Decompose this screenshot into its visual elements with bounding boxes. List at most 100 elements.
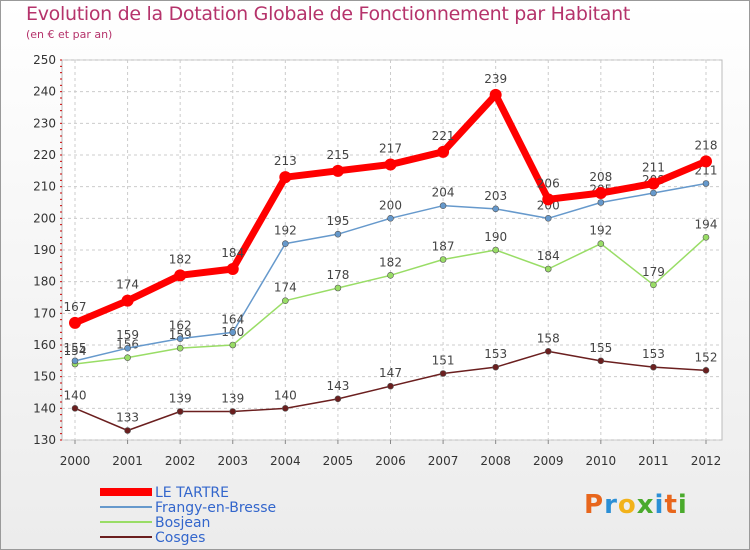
data-label: 164 xyxy=(221,312,244,326)
y-tick-label: 250 xyxy=(33,53,56,67)
data-point xyxy=(121,294,134,307)
data-point xyxy=(334,395,342,403)
legend-label: Frangy-en-Bresse xyxy=(155,500,276,516)
data-label: 178 xyxy=(326,268,349,282)
data-point xyxy=(71,357,79,365)
legend-label: Bosjean xyxy=(155,515,210,531)
data-point xyxy=(650,281,657,289)
data-label: 182 xyxy=(379,255,402,269)
data-label: 133 xyxy=(116,411,139,425)
data-point xyxy=(282,297,289,304)
data-label: 194 xyxy=(695,217,718,231)
y-tick-label: 240 xyxy=(33,85,56,99)
data-label: 153 xyxy=(642,347,665,361)
data-point xyxy=(437,145,450,158)
y-tick-label: 130 xyxy=(33,433,56,447)
legend-label: Cosges xyxy=(155,530,205,546)
data-label: 184 xyxy=(537,249,560,263)
data-point xyxy=(702,367,710,374)
data-point xyxy=(176,344,184,352)
data-label: 140 xyxy=(64,388,87,402)
x-tick-label: 2003 xyxy=(217,454,248,468)
data-label: 192 xyxy=(589,224,612,238)
data-point xyxy=(542,193,555,206)
y-tick-label: 170 xyxy=(33,306,56,320)
data-label: 221 xyxy=(432,129,455,143)
data-label: 195 xyxy=(326,214,349,228)
data-label: 139 xyxy=(169,392,192,406)
data-point xyxy=(229,329,237,336)
chart-title: Evolution de la Dotation Globale de Fonc… xyxy=(26,3,631,25)
data-label: 152 xyxy=(695,350,718,364)
logo-letter: x xyxy=(636,490,655,520)
data-label: 159 xyxy=(116,328,139,342)
data-point xyxy=(282,405,289,412)
x-tick-label: 2009 xyxy=(533,454,564,468)
logo-letter: i xyxy=(677,490,688,520)
data-point xyxy=(174,269,187,282)
y-tick-label: 160 xyxy=(33,338,56,352)
x-tick-label: 2001 xyxy=(112,454,143,468)
data-point xyxy=(544,215,552,222)
data-label: 156 xyxy=(116,338,139,352)
data-label: 217 xyxy=(379,142,402,156)
y-tick-label: 190 xyxy=(33,243,56,257)
data-point xyxy=(279,171,292,184)
data-point xyxy=(492,246,499,254)
x-tick-label: 2007 xyxy=(428,454,459,468)
data-label: 143 xyxy=(326,379,349,393)
data-point xyxy=(176,408,184,415)
data-label: 153 xyxy=(484,347,507,361)
data-label: 167 xyxy=(64,300,87,314)
data-point xyxy=(331,164,344,177)
data-point xyxy=(597,199,605,206)
y-tick-label: 140 xyxy=(33,401,56,415)
data-point xyxy=(647,177,660,190)
data-point xyxy=(124,427,131,434)
x-tick-label: 2005 xyxy=(323,454,354,468)
logo-letter: i xyxy=(654,490,665,520)
logo-letter: r xyxy=(604,490,618,520)
data-point xyxy=(439,202,447,209)
data-label: 204 xyxy=(432,186,455,200)
data-label: 203 xyxy=(484,189,507,203)
data-point xyxy=(492,363,499,371)
data-label: 158 xyxy=(537,331,560,345)
data-point xyxy=(492,205,499,213)
data-label: 182 xyxy=(169,252,192,266)
data-point xyxy=(702,234,710,241)
series-bosjean: 154156159160174178182187190184192179194 xyxy=(64,217,718,368)
x-tick-label: 2011 xyxy=(638,454,669,468)
data-point xyxy=(124,354,131,361)
data-point xyxy=(650,363,657,371)
data-point xyxy=(387,382,394,390)
data-point xyxy=(544,348,552,355)
data-point xyxy=(544,265,552,273)
data-point xyxy=(334,230,342,238)
logo-letter: t xyxy=(664,490,678,520)
data-point xyxy=(387,272,394,279)
data-point xyxy=(594,187,607,199)
data-label: 174 xyxy=(116,278,139,292)
data-point xyxy=(387,215,394,222)
data-label: 206 xyxy=(537,176,560,190)
data-point xyxy=(226,263,239,275)
data-label: 154 xyxy=(64,344,87,358)
data-label: 155 xyxy=(64,341,87,355)
data-label: 187 xyxy=(432,240,455,254)
y-tick-label: 210 xyxy=(33,180,56,194)
data-label: 218 xyxy=(695,138,718,152)
data-label: 211 xyxy=(642,161,665,175)
data-label: 184 xyxy=(221,246,244,260)
x-tick-label: 2004 xyxy=(270,454,301,468)
data-point xyxy=(597,240,605,247)
data-point xyxy=(229,408,237,415)
y-tick-label: 220 xyxy=(33,148,56,162)
data-label: 162 xyxy=(169,319,192,333)
logo-letter: o xyxy=(617,490,637,520)
data-label: 139 xyxy=(221,392,244,406)
x-tick-label: 2006 xyxy=(375,454,406,468)
data-point xyxy=(489,88,502,101)
data-point xyxy=(700,155,712,168)
data-point xyxy=(384,158,397,171)
